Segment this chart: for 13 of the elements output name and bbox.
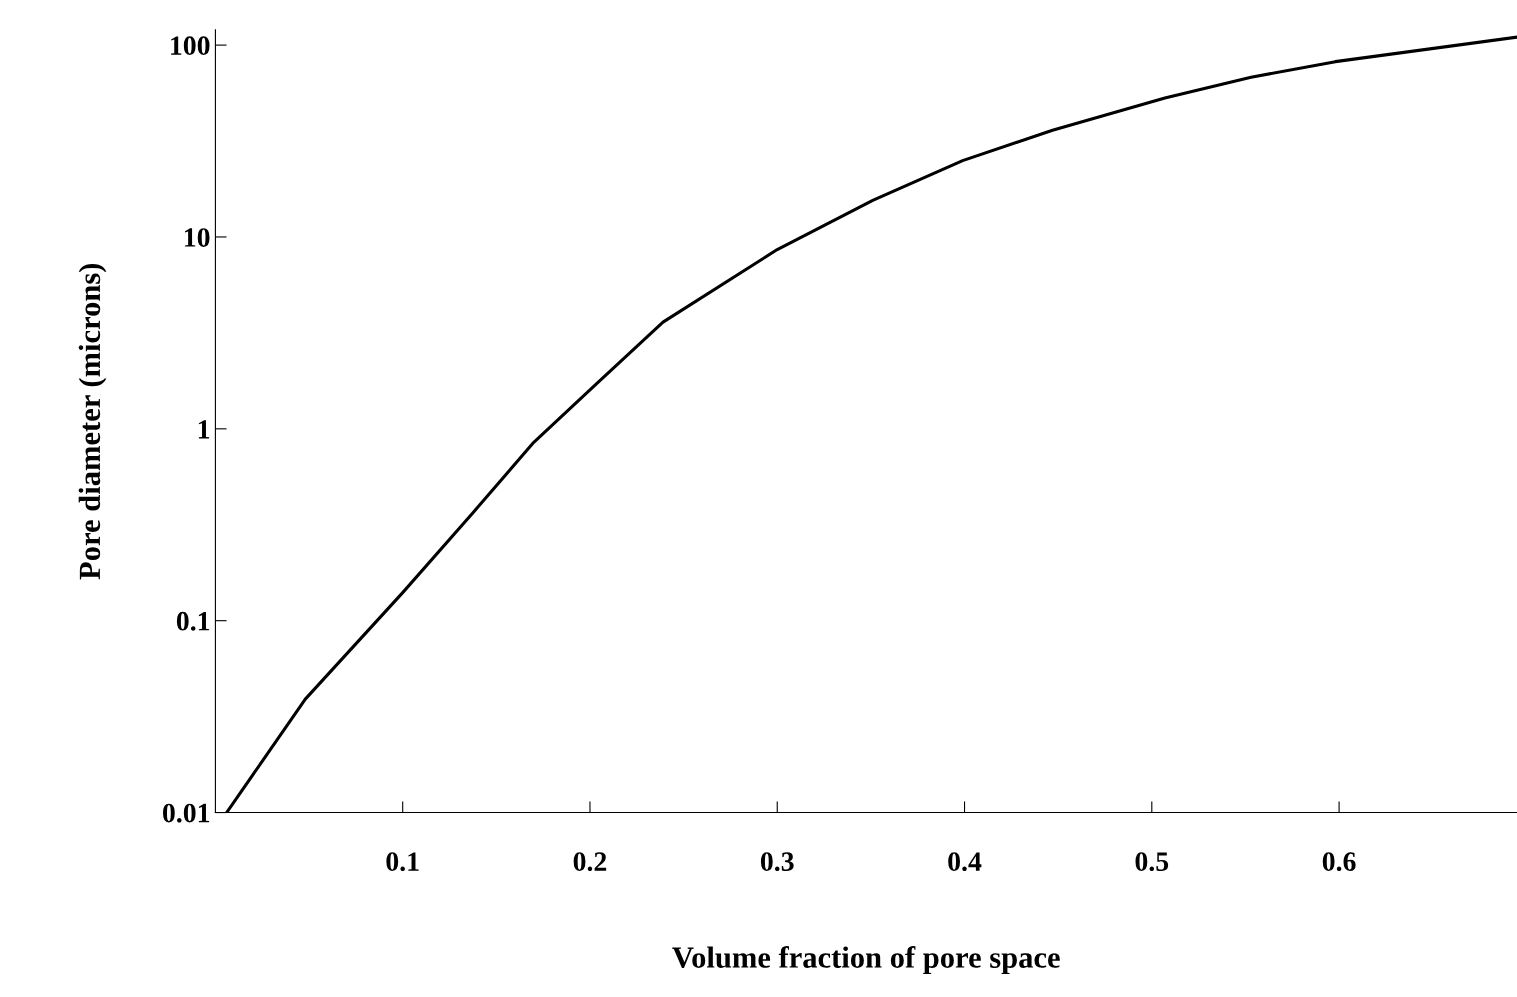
y-tick-label: 100 xyxy=(171,36,210,56)
x-tick-label: 0.2 xyxy=(573,852,607,872)
y-axis-title: Pore diameter (microns) xyxy=(78,263,107,580)
x-tick-label: 0.5 xyxy=(1135,852,1169,872)
x-axis-title: Volume fraction of pore space xyxy=(672,946,1060,975)
y-tick-label: 1 xyxy=(198,420,210,439)
x-tick-label: 0.4 xyxy=(948,852,982,872)
x-tick-label: 0.1 xyxy=(386,852,419,872)
y-tick-label: 10 xyxy=(185,228,210,247)
y-tick-label: 0.1 xyxy=(176,611,210,631)
x-tick-label: 0.3 xyxy=(760,852,794,872)
x-tick-label: 0.6 xyxy=(1322,852,1356,872)
y-tick-label: 0.01 xyxy=(163,803,210,823)
